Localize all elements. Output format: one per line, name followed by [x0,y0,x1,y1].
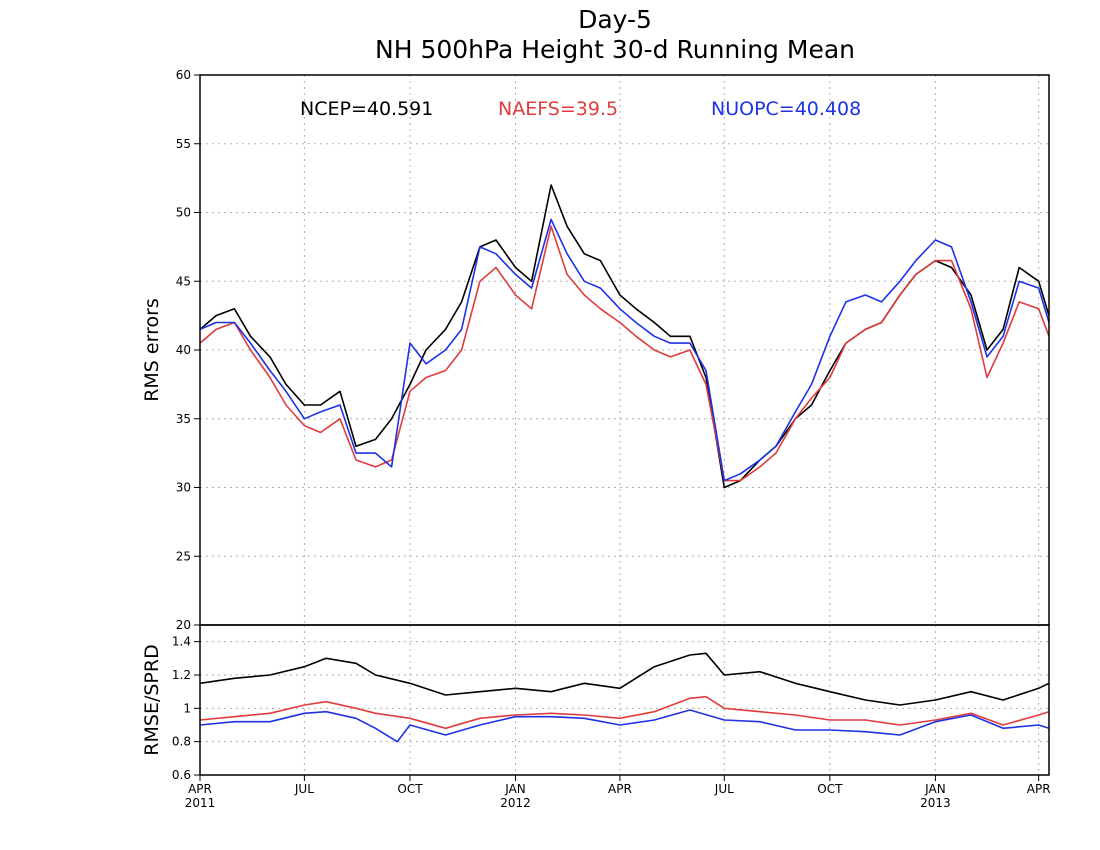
bottom-ytick-label: 1.4 [172,635,191,649]
top-series-nuopc [199,218,1050,482]
xtick-month: JUL [714,782,734,796]
bottom-ytick-label: 1 [183,701,191,715]
top-ytick-label: 55 [176,137,191,151]
bottom-series-nuopc [199,709,1050,743]
bottom-ytick-label: 0.8 [172,735,191,749]
top-grid [200,75,1049,625]
xtick-month: APR [1027,782,1051,796]
xtick-month: JUL [294,782,314,796]
xtick-month: OCT [397,782,423,796]
xtick-year: 2012 [500,796,531,810]
bottom-grid [200,625,1049,775]
bottom-ytick-label: 0.6 [172,768,191,782]
legend-ncep: NCEP=40.591 [300,98,433,120]
xtick-month: APR [608,782,632,796]
xtick-year: 2013 [920,796,951,810]
top-ytick-label: 35 [176,412,191,426]
top-ytick-label: 30 [176,481,191,495]
top-ytick-label: 40 [176,343,191,357]
legend-nuopc: NUOPC=40.408 [711,98,861,120]
top-y-axis: 20 25 30 35 40 45 50 55 60 [176,68,200,632]
top-ytick-label: 20 [176,618,191,632]
xtick-month: JAN [504,782,526,796]
bottom-series-naefs [199,695,1050,730]
xtick-year: 2011 [185,796,216,810]
top-y-axis-label: RMS errors [141,298,163,402]
bottom-y-axis-label: RMSE/SPRD [141,644,163,755]
bottom-series [199,652,1050,743]
xtick-month: OCT [817,782,843,796]
bottom-plot-frame [199,624,1050,776]
bottom-ytick-label: 1.2 [172,668,191,682]
bottom-series-ncep [199,652,1050,706]
top-ytick-label: 50 [176,206,191,220]
xtick-month: APR [188,782,212,796]
xtick-month: JAN [924,782,946,796]
bottom-y-axis: 0.6 0.8 1 1.2 1.4 [172,635,200,782]
top-ytick-label: 60 [176,68,191,82]
legend-naefs: NAEFS=39.5 [498,98,618,120]
top-ytick-label: 25 [176,549,191,563]
chart-title: Day-5 [578,5,652,34]
top-series-ncep [199,184,1050,489]
chart-subtitle: NH 500hPa Height 30-d Running Mean [375,35,855,64]
top-series-naefs [199,225,1050,482]
top-ytick-label: 45 [176,274,191,288]
top-series [199,184,1050,489]
